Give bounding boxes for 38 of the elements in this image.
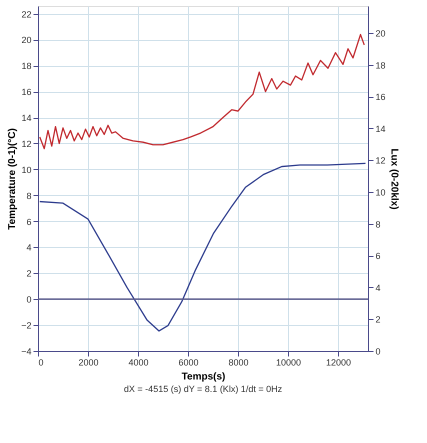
x-tick-label: 8000 [228, 358, 249, 368]
y-tick-label: 6 [26, 216, 32, 227]
y-tick-label: 18 [21, 61, 32, 72]
y2-tick-label: 12 [376, 156, 386, 166]
x-tick-label: 10000 [276, 358, 302, 368]
x-tick-label: 6000 [178, 358, 199, 368]
line-series [39, 162, 366, 332]
x-tick-label: 4000 [128, 358, 149, 368]
line-series [39, 34, 365, 150]
y2-tick-label: 18 [376, 60, 386, 70]
y2-tick-label: 20 [376, 28, 386, 39]
y-tick-label: 14 [21, 113, 32, 124]
y-tick-label: 22 [21, 9, 32, 20]
y2-tick-label: 0 [376, 346, 381, 356]
text: dX = -4515 (s) dY = 8.1 (Klx) 1/dt = 0Hz [124, 384, 283, 394]
y-tick-label: 16 [21, 87, 32, 98]
y2-tick-label: 14 [376, 124, 386, 134]
x-axis-title: Temps(s) [182, 372, 226, 382]
y-axis-title: Temperature (0-1)(°C) [7, 128, 18, 230]
y-tick-label: 10 [21, 164, 32, 175]
y-tick-label: 0 [26, 294, 32, 305]
y2-tick-label: 2 [376, 314, 381, 325]
y-tick-label: 8 [26, 190, 32, 201]
x-tick-label: 0 [38, 358, 44, 368]
y-tick-label: −4 [21, 346, 32, 356]
y2-tick-label: 6 [376, 251, 381, 262]
y2-tick-label: 16 [376, 92, 386, 102]
y2-axis-title: Lux (0-20klx) [388, 148, 400, 210]
y-tick-label: 12 [21, 138, 32, 149]
x-tick-label: 2000 [78, 358, 99, 368]
y2-tick-label: 8 [376, 219, 381, 230]
y-tick-label: −2 [21, 320, 32, 331]
y-tick-label: 20 [21, 35, 32, 46]
y-tick-label: 2 [26, 268, 32, 279]
x-tick-label: 12000 [326, 358, 352, 368]
y2-tick-label: 10 [376, 188, 386, 198]
y2-tick-label: 4 [376, 282, 381, 293]
y-tick-label: 4 [26, 242, 32, 253]
